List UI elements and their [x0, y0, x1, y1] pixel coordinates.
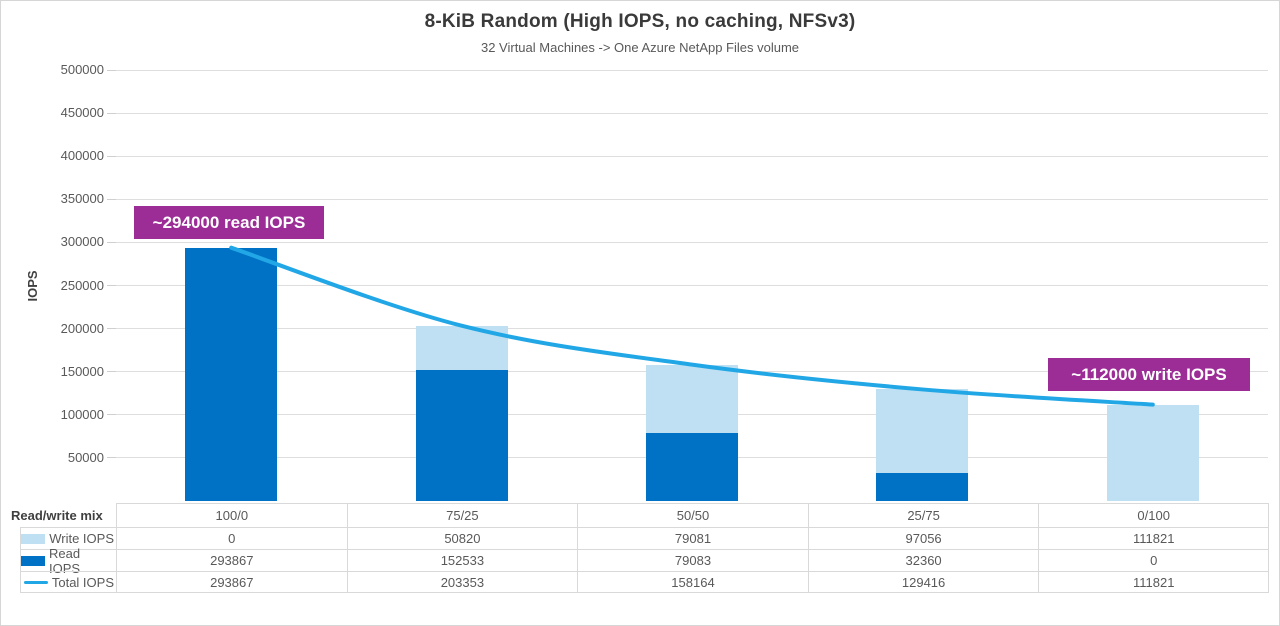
read-iops-annotation: ~294000 read IOPS — [134, 206, 324, 239]
table-value-cell: 203353 — [346, 571, 578, 593]
y-axis-tick — [107, 457, 116, 459]
table-value-cell: 158164 — [577, 571, 808, 593]
table-series-label-inner: Total IOPS — [20, 571, 116, 593]
bar-read-iops — [876, 473, 969, 501]
table-header-cell: 100/0 — [116, 503, 347, 527]
chart-subtitle: 32 Virtual Machines -> One Azure NetApp … — [480, 40, 800, 55]
table-value-cell: 111821 — [1038, 527, 1269, 549]
y-axis-tick — [107, 371, 116, 373]
table-row-header: Read/write mix — [11, 507, 103, 523]
y-tick-label: 150000 — [60, 363, 104, 379]
table-value-cell: 0 — [1038, 549, 1269, 571]
y-axis-tick — [107, 328, 116, 330]
table-series-label: Write IOPS — [1, 527, 116, 549]
legend-label: Write IOPS — [49, 531, 114, 546]
gridline — [116, 155, 1268, 157]
y-axis-tick — [107, 69, 116, 71]
table-value-cell: 32360 — [807, 549, 1039, 571]
gridline — [116, 198, 1268, 200]
y-axis-tick — [107, 414, 116, 416]
y-tick-label: 450000 — [60, 105, 104, 121]
table-header-cell: 0/100 — [1038, 503, 1269, 527]
table-header-cell: 50/50 — [577, 503, 808, 527]
table-series-label-inner: Read IOPS — [20, 546, 116, 576]
write-iops-annotation: ~112000 write IOPS — [1048, 358, 1250, 391]
y-tick-label: 400000 — [60, 148, 104, 164]
legend-swatch-read-iops — [21, 555, 45, 566]
table-value-cell: 129416 — [807, 571, 1039, 593]
gridline — [116, 112, 1268, 114]
y-tick-label: 100000 — [60, 406, 104, 422]
y-tick-label: 50000 — [67, 449, 104, 465]
table-value-cell: 79081 — [577, 527, 808, 549]
data-table: Read/write mix 100/0 75/25 50/50 25/75 0/100… — [1, 503, 1269, 593]
legend-swatch-total-iops — [23, 580, 48, 584]
gridline — [116, 328, 1268, 330]
gridline — [116, 69, 1268, 71]
table-value-cell: 79083 — [577, 549, 808, 571]
y-tick-label: 300000 — [60, 234, 104, 250]
y-axis-tick — [107, 112, 116, 114]
table-value-cell: 293867 — [116, 571, 347, 593]
y-tick-label: 250000 — [60, 277, 104, 293]
table-value-cell: 152533 — [346, 549, 578, 571]
y-axis-tick — [107, 198, 116, 200]
table-series-label: Read IOPS — [1, 546, 116, 576]
gridline — [116, 241, 1268, 243]
chart-title: 8-KiB Random (High IOPS, no caching, NFS… — [424, 11, 856, 32]
bar-write-iops — [1106, 404, 1199, 501]
bar-write-iops — [646, 364, 738, 433]
bar-write-iops — [415, 325, 508, 370]
table-value-cell: 293867 — [116, 549, 347, 571]
gridline — [116, 285, 1268, 286]
bar-read-iops — [415, 369, 508, 501]
table-value-cell: 50820 — [346, 527, 578, 549]
bar-read-iops — [185, 247, 278, 501]
y-tick-label: 500000 — [60, 62, 104, 77]
table-value-cell: 97056 — [807, 527, 1039, 549]
table-value-cell: 0 — [116, 527, 347, 549]
bar-write-iops — [876, 389, 969, 474]
table-header-cell: 25/75 — [807, 503, 1039, 527]
y-axis-tick — [107, 285, 116, 286]
table-value-cell: 111821 — [1038, 571, 1269, 593]
table-series-label: Total IOPS — [1, 571, 116, 593]
legend-swatch-write-iops — [21, 533, 46, 544]
y-axis-tick — [107, 241, 116, 243]
y-axis-tick — [107, 155, 116, 157]
y-tick-label: 350000 — [60, 191, 104, 207]
legend-label: Total IOPS — [51, 574, 114, 590]
y-tick-label: 200000 — [60, 320, 104, 336]
table-series-label-inner: Write IOPS — [20, 527, 116, 549]
table-header-cell: 75/25 — [346, 503, 578, 527]
bar-read-iops — [646, 432, 738, 501]
